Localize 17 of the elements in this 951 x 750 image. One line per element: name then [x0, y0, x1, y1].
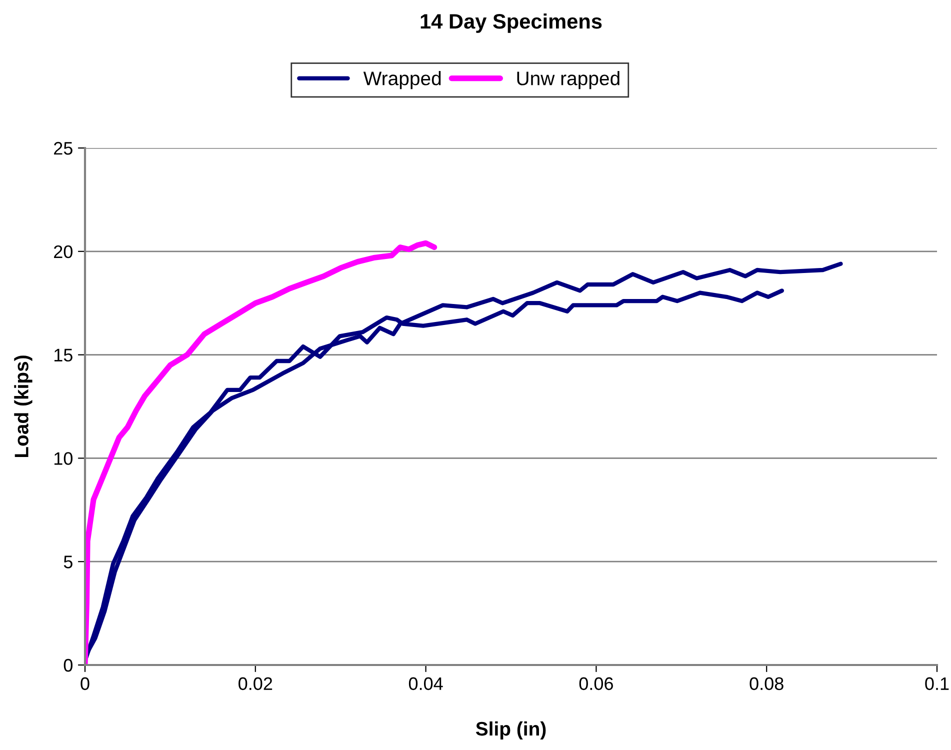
legend-label: Unw rapped — [517, 71, 620, 90]
chart-title: 14 Day Specimens — [420, 13, 602, 33]
y-tick-label: 25 — [54, 142, 72, 155]
y-axis-title: Load (kips) — [14, 356, 32, 458]
y-tick-label: 20 — [54, 245, 72, 258]
legend-label: Wrapped — [363, 71, 441, 90]
x-tick-label: 0.08 — [750, 677, 784, 690]
y-tick-label: 0 — [64, 658, 72, 672]
x-tick-label: 0.06 — [579, 677, 613, 690]
x-tick-label: 0.02 — [238, 677, 272, 690]
x-axis-title: Slip (in) — [476, 721, 546, 740]
x-tick-label: 0 — [80, 677, 90, 690]
x-tick-label: 0.04 — [408, 677, 443, 690]
y-tick-label: 5 — [64, 556, 72, 568]
y-tick-label: 10 — [54, 452, 72, 465]
y-tick-label: 15 — [54, 348, 72, 362]
x-tick-label: 0.1 — [925, 677, 949, 690]
